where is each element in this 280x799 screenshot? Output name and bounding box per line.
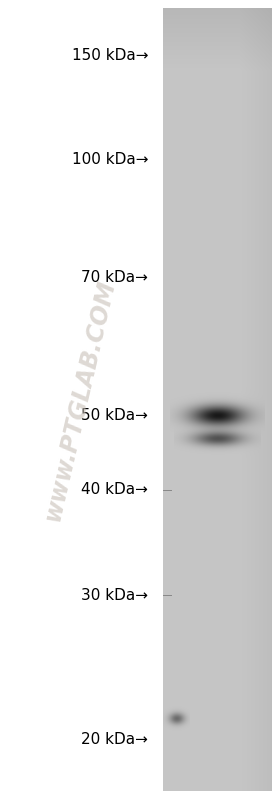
Text: 70 kDa→: 70 kDa→ bbox=[81, 271, 148, 285]
Text: 150 kDa→: 150 kDa→ bbox=[71, 47, 148, 62]
Text: www.PTGLAB.COM: www.PTGLAB.COM bbox=[41, 276, 120, 523]
Text: 50 kDa→: 50 kDa→ bbox=[81, 407, 148, 423]
Text: 20 kDa→: 20 kDa→ bbox=[81, 733, 148, 748]
Text: 40 kDa→: 40 kDa→ bbox=[81, 483, 148, 498]
Text: 30 kDa→: 30 kDa→ bbox=[81, 587, 148, 602]
Text: 100 kDa→: 100 kDa→ bbox=[71, 153, 148, 168]
